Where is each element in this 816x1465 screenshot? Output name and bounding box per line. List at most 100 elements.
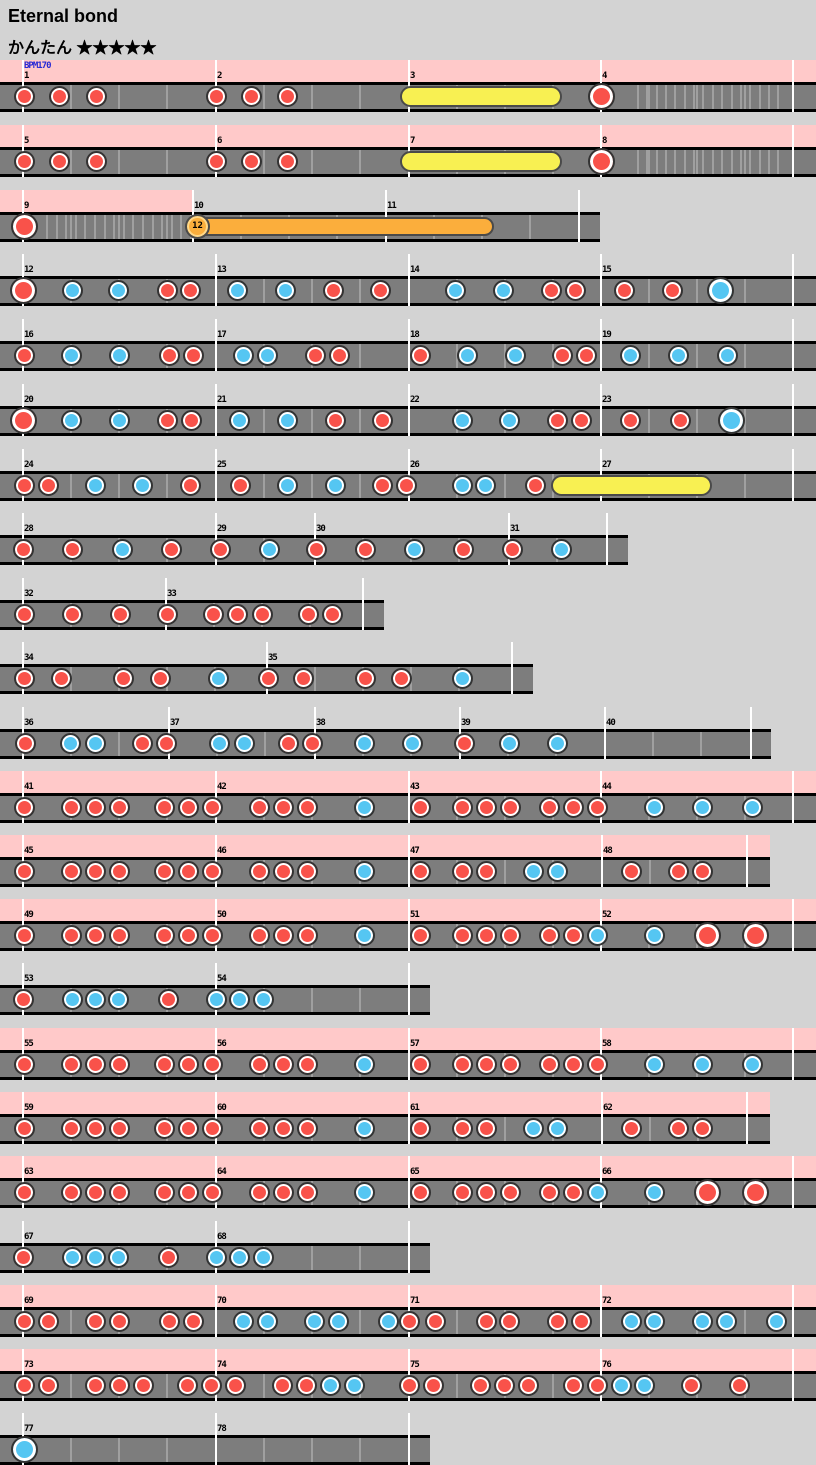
- don-note: [108, 925, 130, 946]
- ka-note: [353, 1118, 375, 1139]
- measure-number: 53: [24, 974, 34, 984]
- measure-number: 64: [217, 1167, 227, 1177]
- measure-line: [215, 384, 217, 436]
- don-note: [12, 1247, 34, 1268]
- big-don-note: [9, 277, 37, 304]
- measure-line: [408, 1413, 410, 1465]
- don-note: [157, 1247, 179, 1268]
- don-note: [177, 797, 199, 818]
- big-don-note: [10, 213, 38, 240]
- measure-number: 78: [217, 1424, 227, 1434]
- don-note: [475, 1311, 497, 1332]
- ka-note: [586, 925, 608, 946]
- measure-number: 47: [410, 846, 420, 856]
- don-note: [276, 151, 298, 172]
- don-note: [272, 1182, 294, 1203]
- measure-number: 13: [217, 265, 227, 275]
- don-note: [131, 733, 153, 754]
- ka-note: [84, 475, 106, 496]
- don-note: [224, 1375, 246, 1396]
- measure-line: [408, 319, 410, 371]
- ka-note: [274, 280, 296, 301]
- don-note: [570, 410, 592, 431]
- drumroll-note: [400, 86, 562, 107]
- don-note: [575, 345, 597, 366]
- ka-note: [403, 539, 425, 560]
- measure-line: [408, 963, 410, 1015]
- don-note: [296, 1118, 318, 1139]
- don-note: [305, 539, 327, 560]
- don-note: [475, 1182, 497, 1203]
- grid-stripe-line: [749, 150, 751, 174]
- ka-note: [619, 345, 641, 366]
- don-note: [84, 1182, 106, 1203]
- don-note: [84, 925, 106, 946]
- grid-stripe-line: [777, 150, 779, 174]
- grid-stripe-line: [702, 85, 704, 109]
- don-note: [277, 733, 299, 754]
- don-note: [13, 1182, 35, 1203]
- don-note: [301, 733, 323, 754]
- don-note: [499, 1054, 521, 1075]
- don-note: [691, 1118, 713, 1139]
- chart-row: 41 42 43 44: [0, 771, 816, 823]
- measure-number: 54: [217, 974, 227, 984]
- ka-note: [451, 475, 473, 496]
- don-note: [177, 1118, 199, 1139]
- measure-line: [606, 513, 608, 565]
- beat-line: [118, 1438, 120, 1462]
- don-note: [85, 151, 107, 172]
- ka-note: [61, 280, 83, 301]
- don-note: [37, 1375, 59, 1396]
- note-lane: [0, 600, 384, 630]
- chart-row: 63 64 65 66: [0, 1156, 816, 1208]
- beat-line: [456, 1374, 458, 1398]
- don-note: [84, 1375, 106, 1396]
- beat-line: [311, 279, 313, 303]
- ka-note: [643, 925, 665, 946]
- don-note: [13, 151, 35, 172]
- measure-line: [792, 1285, 794, 1337]
- don-note: [84, 1054, 106, 1075]
- beat-line: [359, 1310, 361, 1334]
- measure-number: 45: [24, 846, 34, 856]
- don-note: [84, 1311, 106, 1332]
- don-note: [13, 797, 35, 818]
- measure-number: 36: [24, 718, 34, 728]
- beat-line: [263, 1438, 265, 1462]
- don-note: [296, 1182, 318, 1203]
- measure-number: 63: [24, 1167, 34, 1177]
- don-note: [395, 475, 417, 496]
- don-note: [538, 797, 560, 818]
- ka-note: [60, 410, 82, 431]
- measure-line: [385, 190, 387, 242]
- measure-line: [792, 319, 794, 371]
- measure-number: 31: [510, 524, 520, 534]
- ka-note: [546, 861, 568, 882]
- beat-line: [311, 1438, 313, 1462]
- ka-note: [327, 1311, 349, 1332]
- don-note: [240, 151, 262, 172]
- don-note: [248, 861, 270, 882]
- grid-stripe-line: [712, 150, 714, 174]
- beat-line: [649, 860, 651, 884]
- beat-line: [166, 85, 168, 109]
- beat-line: [744, 1310, 746, 1334]
- don-note: [13, 475, 35, 496]
- don-note: [562, 1375, 584, 1396]
- measure-number: 49: [24, 910, 34, 920]
- don-note: [321, 604, 343, 625]
- don-note: [540, 280, 562, 301]
- don-note: [108, 1118, 130, 1139]
- ka-note: [546, 1118, 568, 1139]
- measure-number: 75: [410, 1360, 420, 1370]
- ka-note: [474, 475, 496, 496]
- don-note: [501, 539, 523, 560]
- don-note: [271, 1375, 293, 1396]
- don-note: [60, 797, 82, 818]
- grid-stripe-line: [152, 215, 154, 239]
- chart-row: 59 60 61 62: [0, 1092, 816, 1144]
- grid-stripe-line: [161, 215, 163, 239]
- measure-line: [408, 1092, 410, 1144]
- measure-line: [601, 835, 603, 887]
